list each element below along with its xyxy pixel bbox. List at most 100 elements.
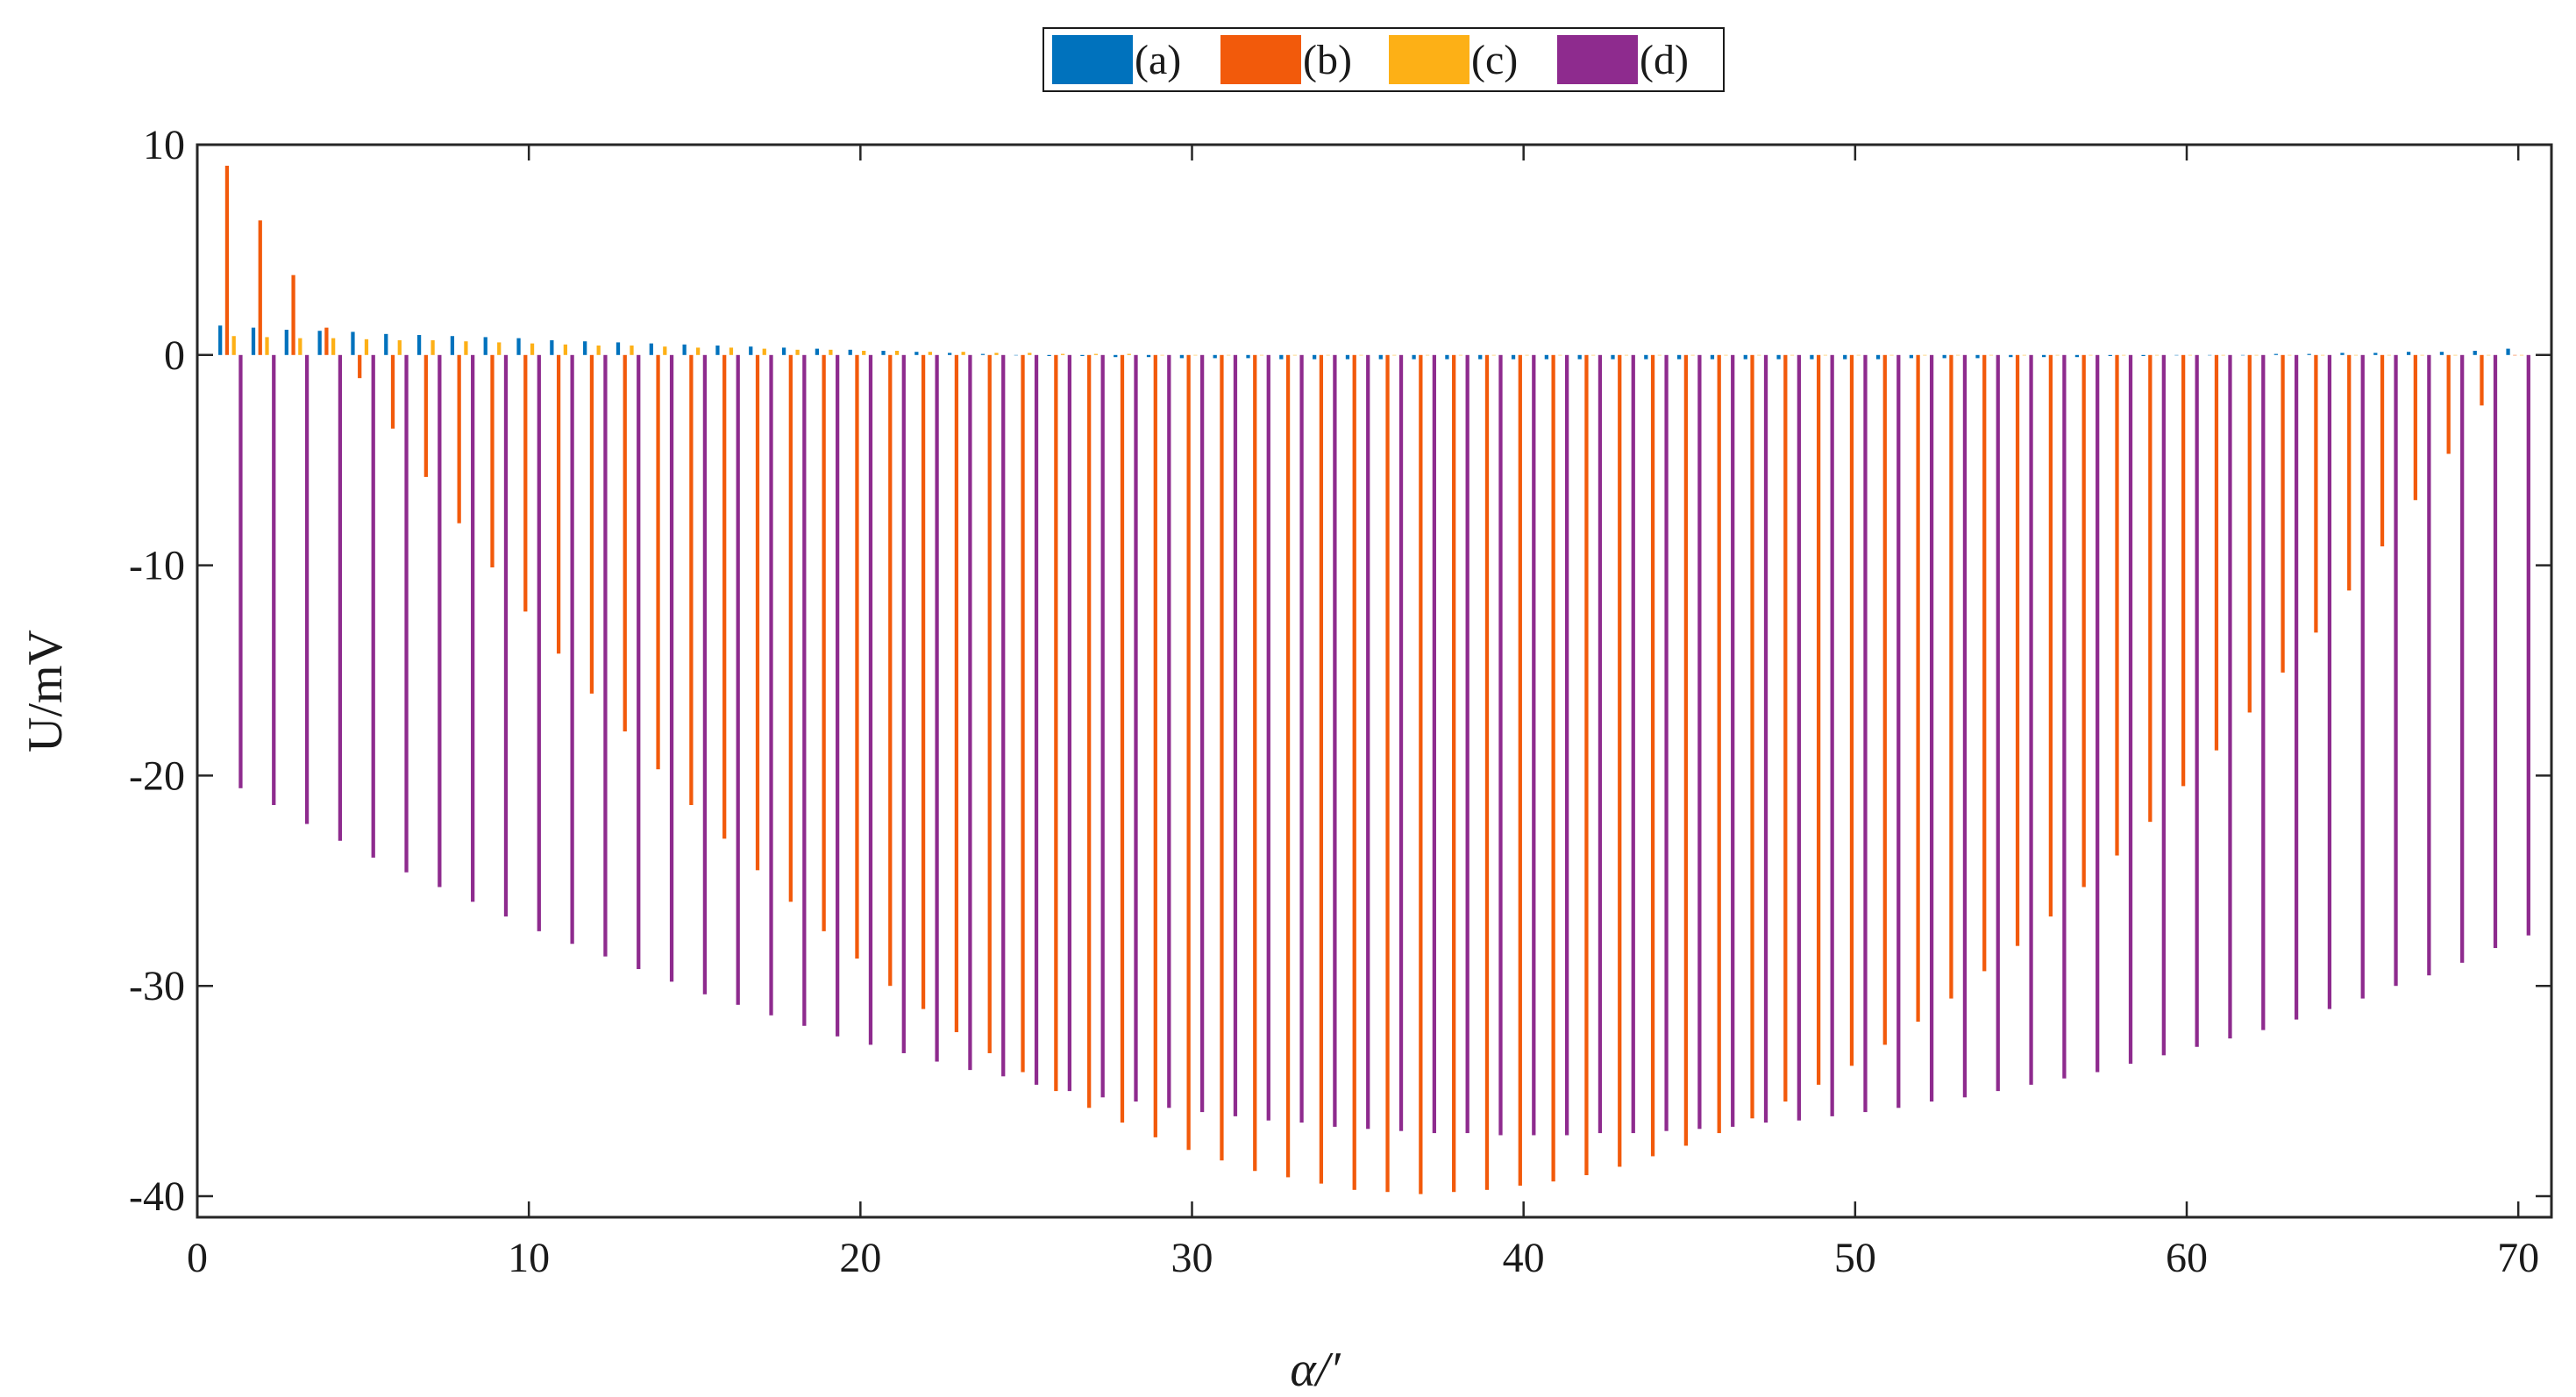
bar xyxy=(2214,354,2219,751)
bar xyxy=(2473,351,2477,355)
bar xyxy=(317,331,322,355)
bar xyxy=(862,351,866,355)
bar xyxy=(1100,354,1105,1098)
bar xyxy=(994,353,999,355)
bar xyxy=(438,354,442,887)
bar xyxy=(1956,354,1960,356)
bar xyxy=(637,354,641,970)
bar xyxy=(630,346,634,355)
bar xyxy=(556,354,561,654)
bar xyxy=(616,342,621,355)
bar xyxy=(2513,354,2517,356)
bar xyxy=(1259,354,1264,356)
bar xyxy=(2446,354,2451,454)
bar xyxy=(1028,353,1032,355)
bar xyxy=(1849,354,1854,1066)
bar xyxy=(2048,354,2053,917)
bar xyxy=(1962,354,1968,1098)
y-axis-label: U/mV xyxy=(18,630,73,752)
bar xyxy=(251,327,256,355)
bar xyxy=(338,354,343,841)
bar xyxy=(855,354,859,959)
bar xyxy=(2089,354,2093,356)
bar xyxy=(1385,354,1390,1193)
bar xyxy=(2294,354,2299,1020)
bar xyxy=(2221,354,2225,356)
bar xyxy=(1134,354,1138,1102)
bar xyxy=(868,354,873,1045)
bar xyxy=(749,346,753,355)
bar xyxy=(1790,354,1795,356)
x-axis-label: α/′ xyxy=(1290,1343,1341,1397)
series-2-bars xyxy=(231,336,2524,356)
bar xyxy=(881,351,886,355)
bar xyxy=(689,354,694,805)
bar xyxy=(1047,354,1051,357)
bar xyxy=(888,354,893,987)
bar xyxy=(1326,354,1330,356)
bar xyxy=(961,352,965,355)
bar xyxy=(1518,354,1522,1187)
series-0-bars xyxy=(218,325,2510,360)
bar xyxy=(390,354,395,429)
bar xyxy=(1233,354,1238,1116)
bar xyxy=(2493,354,2498,949)
bar xyxy=(2009,354,2013,358)
bar xyxy=(1266,354,1270,1121)
bar xyxy=(1465,354,1469,1134)
bar xyxy=(2360,354,2365,999)
bar xyxy=(2288,354,2292,356)
bar xyxy=(2161,354,2166,1056)
bar xyxy=(1378,354,1383,360)
legend-label: (b) xyxy=(1303,37,1352,83)
bar xyxy=(1227,354,1231,356)
bar xyxy=(2487,354,2491,356)
bar xyxy=(755,354,760,871)
bar xyxy=(351,331,355,355)
bar xyxy=(1631,354,1635,1134)
legend-label: (a) xyxy=(1135,37,1181,83)
bar xyxy=(702,354,708,994)
bar xyxy=(1392,354,1397,356)
bar xyxy=(1179,354,1185,359)
bar xyxy=(1213,354,1217,359)
bar xyxy=(695,347,701,355)
bar xyxy=(948,353,952,355)
bar xyxy=(1724,354,1728,356)
bar xyxy=(1146,354,1151,358)
bar xyxy=(2480,354,2484,406)
bar xyxy=(2062,354,2067,1079)
bar xyxy=(583,341,587,355)
bar xyxy=(1591,354,1596,356)
y-tick-label: 0 xyxy=(164,332,185,379)
bar xyxy=(1657,354,1662,356)
bar xyxy=(483,337,487,355)
bar xyxy=(649,343,653,355)
bar xyxy=(2261,354,2266,1030)
bar xyxy=(2181,354,2186,787)
bar xyxy=(2327,354,2332,1009)
bar xyxy=(284,330,288,355)
bar xyxy=(656,354,660,770)
bar xyxy=(1650,354,1655,1157)
bar xyxy=(1982,354,1987,972)
bar xyxy=(2122,354,2126,356)
bar xyxy=(1942,354,1946,359)
bar xyxy=(1127,353,1131,355)
bar xyxy=(1875,354,1881,360)
x-tick-label: 50 xyxy=(1834,1235,1876,1281)
bar xyxy=(231,336,236,355)
bar xyxy=(265,337,269,355)
bar xyxy=(1830,354,1834,1116)
bar xyxy=(1975,354,1980,359)
bar xyxy=(2380,354,2385,547)
bar xyxy=(762,348,766,355)
bar xyxy=(258,220,262,355)
bar xyxy=(298,338,302,355)
x-axis-label-text: α/′ xyxy=(1290,1343,1341,1397)
bar xyxy=(769,354,773,1016)
x-tick-label: 30 xyxy=(1171,1235,1213,1281)
bar xyxy=(2188,354,2193,356)
legend-label: (c) xyxy=(1471,37,1518,83)
bar xyxy=(1750,354,1754,1119)
